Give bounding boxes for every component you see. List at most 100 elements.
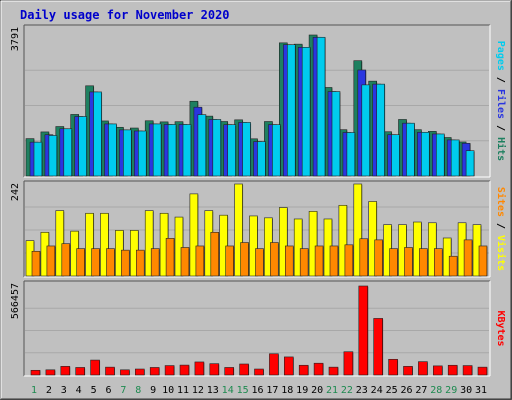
bar-visits-day-15 — [234, 183, 243, 277]
bar-pages-day-9 — [152, 123, 162, 177]
bar-kbytes-day-29 — [447, 364, 458, 376]
bar-sites-day-5 — [91, 248, 100, 277]
bar-sites-day-19 — [299, 248, 309, 277]
bar-pages-day-13 — [212, 119, 222, 177]
day-label-7: 7 — [120, 385, 126, 396]
day-label-2: 2 — [46, 385, 52, 396]
bar-pages-day-14 — [227, 124, 236, 177]
day-label-1: 1 — [31, 385, 37, 396]
ylabel-part: Files — [495, 89, 507, 119]
bar-kbytes-day-5 — [90, 359, 100, 376]
day-label-5: 5 — [91, 385, 97, 396]
series-kbytes — [30, 285, 488, 376]
bar-sites-day-10 — [165, 238, 175, 277]
bar-pages-day-15 — [242, 122, 251, 177]
bar-kbytes-day-12 — [194, 361, 205, 376]
bar-pages-day-21 — [331, 91, 341, 177]
ylabel-part: / — [495, 217, 506, 235]
bar-pages-day-12 — [197, 114, 207, 177]
bar-kbytes-day-2 — [45, 369, 56, 376]
bar-visits-day-23 — [353, 183, 363, 277]
ylabel-part: KBytes — [495, 310, 506, 346]
bar-sites-day-3 — [61, 243, 71, 277]
bar-kbytes-day-3 — [60, 366, 71, 376]
bar-visits-day-22 — [338, 204, 348, 277]
bar-pages-day-8 — [138, 130, 147, 177]
bar-sites-day-24 — [374, 239, 384, 277]
bar-pages-day-1 — [33, 141, 43, 177]
bar-pages-day-5 — [93, 91, 102, 177]
bar-kbytes-day-27 — [418, 361, 428, 376]
bar-kbytes-day-13 — [209, 363, 220, 376]
bar-kbytes-day-9 — [149, 367, 160, 376]
bar-sites-day-9 — [150, 248, 160, 277]
bar-sites-day-30 — [463, 239, 473, 277]
bar-kbytes-day-21 — [328, 366, 339, 376]
bar-sites-day-7 — [121, 249, 130, 277]
bar-pages-day-7 — [123, 129, 132, 177]
series-pages — [33, 36, 475, 177]
bar-sites-day-12 — [195, 245, 205, 277]
day-label-26: 26 — [400, 385, 412, 396]
bar-kbytes-day-23 — [358, 285, 369, 376]
bar-sites-day-22 — [344, 244, 354, 277]
day-label-16: 16 — [251, 385, 263, 396]
bar-kbytes-day-6 — [105, 366, 115, 376]
bar-pages-day-2 — [48, 135, 58, 177]
bar-pages-day-23 — [361, 84, 371, 177]
day-label-17: 17 — [266, 385, 278, 396]
bar-visits-day-20 — [308, 211, 318, 277]
day-label-10: 10 — [162, 385, 174, 396]
panel-ylabel-visits-sites: Sites / Visits — [495, 187, 507, 271]
bar-pages-day-4 — [78, 116, 87, 177]
bar-pages-day-3 — [63, 128, 73, 177]
day-label-24: 24 — [371, 385, 383, 396]
panel-ylabel-kbytes: KBytes — [495, 310, 506, 346]
panel-visits-sites: 242 Sites / Visits — [10, 180, 507, 278]
bar-kbytes-day-24 — [373, 318, 384, 376]
bar-pages-day-20 — [316, 36, 326, 177]
bar-sites-day-27 — [419, 248, 428, 277]
bar-pages-day-16 — [257, 141, 266, 177]
bar-sites-day-6 — [106, 248, 115, 277]
bar-visits-day-12 — [189, 193, 199, 277]
bar-kbytes-day-16 — [254, 368, 264, 376]
bar-pages-day-26 — [406, 122, 415, 177]
bar-visits-day-5 — [85, 212, 94, 277]
day-label-22: 22 — [341, 385, 353, 396]
day-labels: 1 2 3 4 5 6 7 8 9 10 11 12 13 14 15 16 17 18 19 20 21 22 23 24 2… — [31, 385, 487, 396]
bar-kbytes-day-7 — [120, 369, 130, 376]
day-label-9: 9 — [150, 385, 156, 396]
day-label-8: 8 — [135, 385, 141, 396]
series-sites — [31, 231, 488, 277]
panel-ylabel-pages-files-hits: Pages / Files / Hits — [495, 41, 507, 161]
bar-pages-day-18 — [286, 44, 296, 177]
day-label-14: 14 — [222, 385, 234, 396]
day-label-19: 19 — [296, 385, 308, 396]
day-label-12: 12 — [192, 385, 204, 396]
day-label-31: 31 — [475, 385, 487, 396]
ylabel-part: Pages — [495, 41, 506, 71]
panel-max-label-pages-files-hits: 3791 — [10, 27, 21, 51]
bar-sites-day-29 — [448, 255, 458, 277]
bar-visits-day-11 — [174, 216, 184, 277]
bar-kbytes-day-15 — [239, 363, 249, 376]
bar-visits-day-24 — [368, 201, 378, 277]
bar-pages-day-11 — [182, 124, 192, 177]
bar-kbytes-day-10 — [164, 365, 175, 376]
bar-sites-day-31 — [478, 245, 488, 277]
bar-kbytes-day-14 — [224, 367, 234, 376]
day-label-3: 3 — [61, 385, 67, 396]
bar-sites-day-16 — [255, 248, 264, 277]
bar-sites-day-28 — [433, 248, 443, 277]
panels-layer: 3791 Pages / Files / Hits 242 Sites / Visit… — [10, 24, 507, 377]
series-visits — [25, 183, 482, 277]
bar-pages-day-27 — [421, 131, 430, 177]
bar-sites-day-17 — [270, 242, 279, 277]
day-label-4: 4 — [76, 385, 82, 396]
bar-sites-day-14 — [225, 245, 234, 277]
bar-sites-day-11 — [180, 247, 190, 277]
chart-title: Daily usage for November 2020 — [20, 8, 230, 22]
bar-visits-day-9 — [144, 210, 154, 277]
